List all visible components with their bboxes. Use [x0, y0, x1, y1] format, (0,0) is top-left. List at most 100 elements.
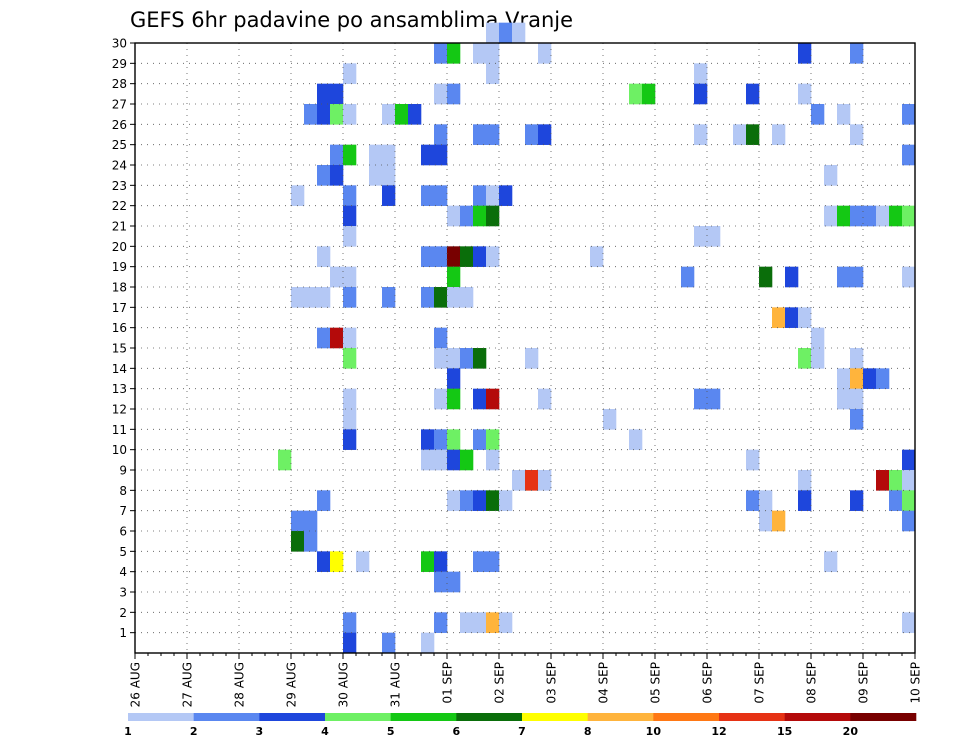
cell-168 — [746, 490, 760, 511]
cell-15 — [434, 83, 448, 105]
xtick-label-6: 01 SEP — [441, 662, 455, 704]
cell-90 — [681, 266, 695, 288]
ytick-label-15: 15 — [112, 342, 127, 356]
heatmap-cells — [278, 22, 916, 654]
cell-6 — [486, 43, 500, 64]
cell-173 — [902, 490, 916, 511]
cell-63 — [343, 205, 357, 227]
cell-126 — [876, 368, 890, 389]
cell-73 — [889, 205, 903, 227]
cell-152 — [486, 449, 500, 471]
cell-167 — [499, 490, 513, 511]
cell-189 — [824, 551, 838, 572]
cell-111 — [434, 327, 448, 349]
cell-45 — [382, 144, 396, 166]
ytick-label-2: 2 — [119, 606, 127, 620]
legend-label-9: 12 — [711, 725, 726, 738]
legend-swatch-2 — [259, 713, 326, 721]
cell-0 — [486, 22, 500, 44]
cell-196 — [486, 612, 500, 633]
ytick-label-18: 18 — [112, 281, 127, 295]
cell-65 — [460, 205, 474, 227]
cell-99 — [343, 287, 357, 308]
cell-198 — [902, 612, 916, 633]
ytick-label-10: 10 — [112, 443, 127, 457]
cell-160 — [889, 470, 903, 491]
cell-117 — [473, 348, 487, 369]
cell-153 — [746, 449, 760, 471]
cell-142 — [434, 429, 448, 450]
cell-156 — [525, 470, 539, 491]
xtick-label-0: 26 AUG — [129, 662, 143, 707]
cell-4 — [447, 43, 461, 64]
xtick-label-5: 31 AUG — [389, 662, 403, 707]
cell-34 — [486, 124, 500, 145]
cell-1 — [499, 22, 513, 44]
xtick-label-13: 08 SEP — [805, 662, 819, 704]
x-axis: 26 AUG 27 AUG 28 AUG 29 AUG 30 AUG 31 AUG 01 S… — [129, 653, 923, 707]
ytick-label-13: 13 — [112, 382, 127, 396]
cell-171 — [850, 490, 864, 511]
cell-22 — [304, 104, 318, 125]
color-legend: 1 2 3 4 5 6 7 8 10 12 15 20 — [124, 713, 917, 738]
cell-150 — [447, 449, 461, 471]
cell-180 — [291, 531, 305, 552]
legend-swatch-0 — [128, 713, 194, 721]
xtick-label-2: 28 AUG — [233, 662, 247, 707]
legend-swatch-5 — [456, 713, 523, 721]
cell-112 — [811, 327, 825, 349]
ytick-label-25: 25 — [112, 138, 127, 152]
cell-181 — [304, 531, 318, 552]
cell-138 — [603, 409, 617, 430]
cell-159 — [876, 470, 890, 491]
cell-9 — [850, 43, 864, 64]
cell-29 — [811, 104, 825, 125]
ytick-label-8: 8 — [119, 484, 127, 498]
cell-191 — [447, 571, 461, 593]
cell-10 — [343, 63, 357, 84]
ytick-label-30: 30 — [112, 37, 127, 51]
cell-162 — [317, 490, 331, 511]
cell-60 — [473, 185, 487, 206]
cell-135 — [837, 388, 851, 410]
ytick-label-3: 3 — [119, 586, 127, 600]
ytick-label-1: 1 — [119, 626, 127, 640]
cell-141 — [421, 429, 435, 450]
cell-77 — [694, 226, 708, 247]
ytick-label-11: 11 — [112, 423, 127, 437]
cell-194 — [460, 612, 474, 633]
cell-147 — [278, 449, 292, 471]
cell-149 — [434, 449, 448, 471]
cell-80 — [421, 246, 435, 267]
cell-32 — [434, 124, 448, 145]
cell-30 — [837, 104, 851, 125]
cell-21 — [798, 83, 812, 105]
cell-16 — [447, 83, 461, 105]
cell-43 — [343, 144, 357, 166]
cell-140 — [343, 429, 357, 450]
legend-swatch-8 — [653, 713, 720, 721]
ytick-label-23: 23 — [112, 179, 127, 193]
cell-20 — [746, 83, 760, 105]
ytick-label-27: 27 — [112, 98, 127, 112]
cell-24 — [330, 104, 344, 125]
cell-14 — [330, 83, 344, 105]
ytick-label-24: 24 — [112, 159, 127, 173]
legend-swatch-11 — [850, 713, 917, 721]
cell-122 — [447, 368, 461, 389]
cell-53 — [382, 165, 396, 186]
legend-label-0: 1 — [124, 725, 132, 738]
xtick-label-3: 29 AUG — [285, 662, 299, 707]
cell-201 — [421, 632, 435, 654]
cell-118 — [525, 348, 539, 369]
cell-39 — [746, 124, 760, 145]
cell-70 — [850, 205, 864, 227]
cell-13 — [317, 83, 331, 105]
cell-64 — [447, 205, 461, 227]
cell-200 — [382, 632, 396, 654]
cell-36 — [538, 124, 552, 145]
ytick-label-6: 6 — [119, 525, 127, 539]
cell-145 — [486, 429, 500, 450]
cell-108 — [317, 327, 331, 349]
